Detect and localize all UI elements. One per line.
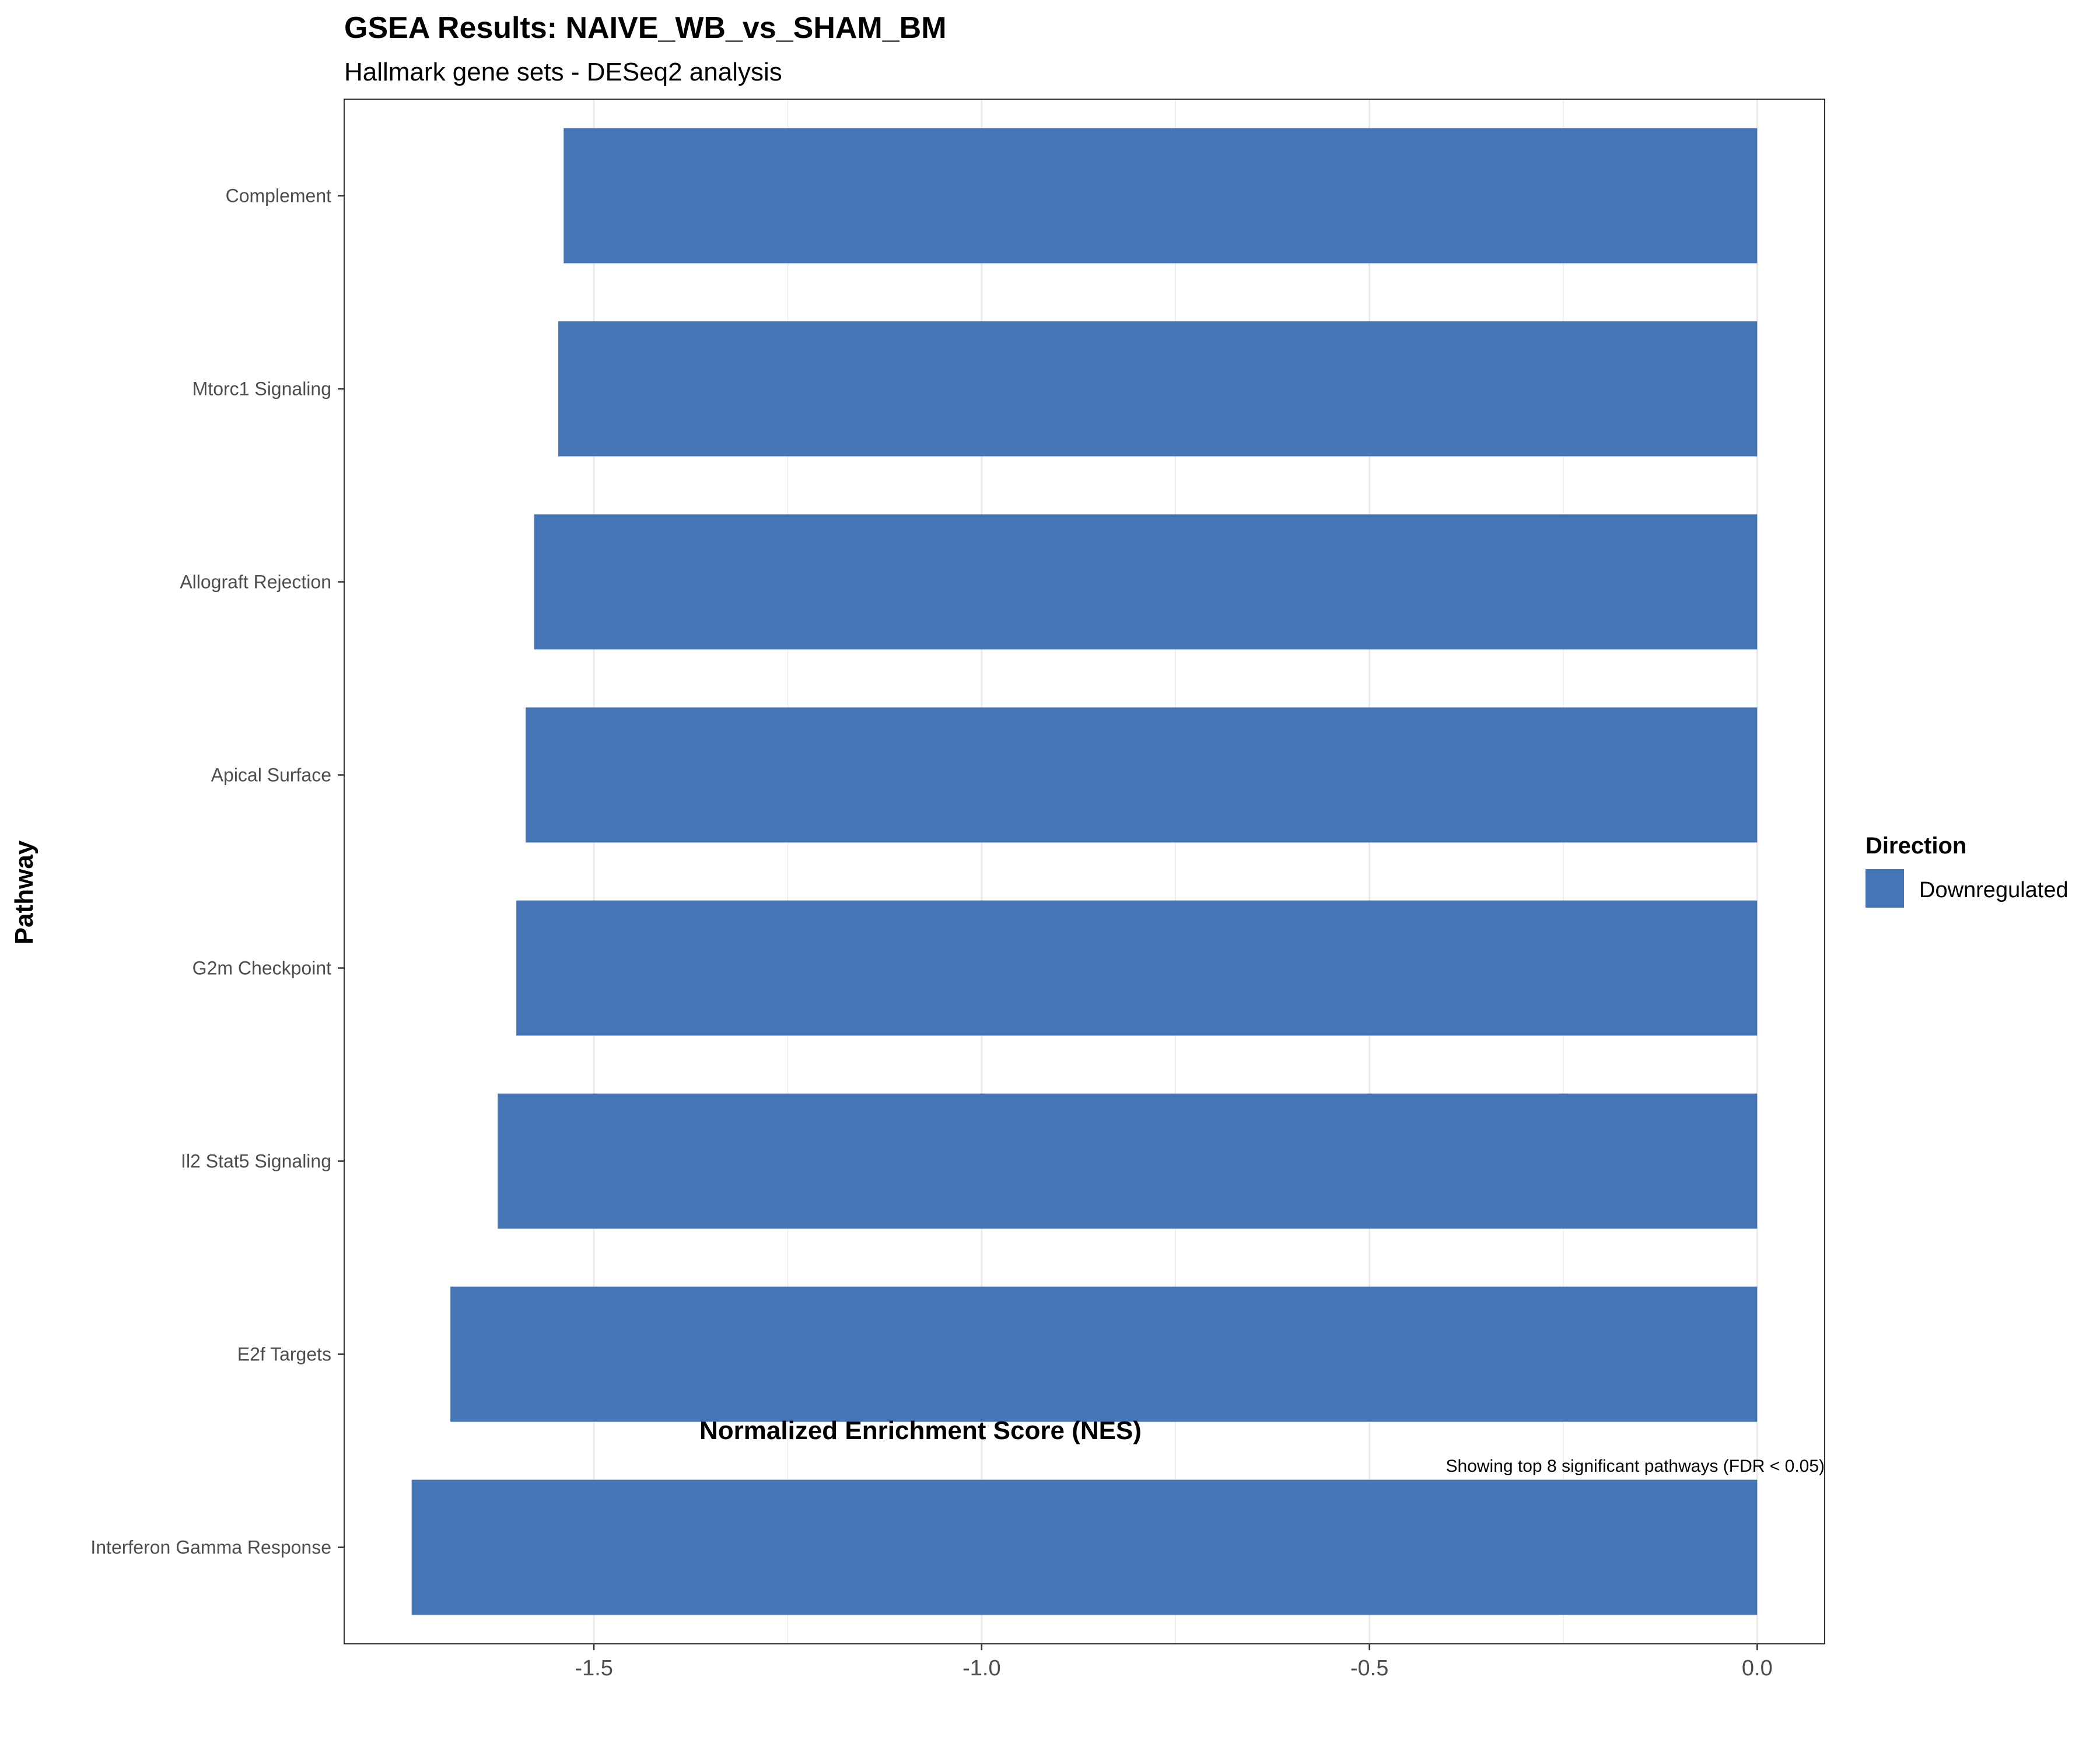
y-tick-label: E2f Targets — [237, 1344, 331, 1365]
legend-key-downregulated — [1866, 869, 1904, 908]
y-tick-label: Interferon Gamma Response — [90, 1537, 331, 1558]
y-axis-title: Pathway — [10, 840, 38, 944]
bars — [411, 128, 1758, 1615]
bar — [516, 900, 1758, 1036]
legend: Direction Downregulated — [1866, 833, 2068, 908]
bar — [450, 1286, 1758, 1422]
chart-title: GSEA Results: NAIVE_WB_vs_SHAM_BM — [344, 11, 947, 45]
x-axis: -1.5 -1.0 -0.5 0.0 — [575, 1644, 1773, 1681]
x-tick-label: -0.5 — [1350, 1656, 1388, 1681]
y-tick-label: Mtorc1 Signaling — [192, 379, 331, 400]
panel-border — [344, 99, 1825, 1644]
y-tick-label: Apical Surface — [211, 765, 331, 786]
plot-panel — [344, 99, 1825, 1644]
y-tick-label: Il2 Stat5 Signaling — [181, 1151, 331, 1172]
legend-title: Direction — [1866, 833, 1966, 859]
chart-subtitle: Hallmark gene sets - DESeq2 analysis — [344, 58, 782, 86]
bar — [534, 514, 1758, 650]
y-tick-label: G2m Checkpoint — [192, 958, 331, 979]
x-tick-label: -1.0 — [963, 1656, 1000, 1681]
bar — [526, 707, 1758, 843]
bar — [564, 128, 1758, 264]
x-tick-label: 0.0 — [1742, 1656, 1773, 1681]
y-tick-label: Complement — [226, 186, 332, 206]
bar — [558, 321, 1758, 457]
x-tick-label: -1.5 — [575, 1656, 612, 1681]
legend-label-downregulated: Downregulated — [1919, 878, 2068, 902]
chart-caption: Showing top 8 significant pathways (FDR … — [1446, 1457, 1825, 1476]
y-tick-label: Allograft Rejection — [180, 572, 331, 593]
y-axis: Complement Mtorc1 Signaling Allograft Reje… — [90, 186, 344, 1558]
bar — [411, 1479, 1758, 1615]
x-axis-title: Normalized Enrichment Score (NES) — [699, 1416, 1142, 1445]
bar — [498, 1093, 1758, 1229]
